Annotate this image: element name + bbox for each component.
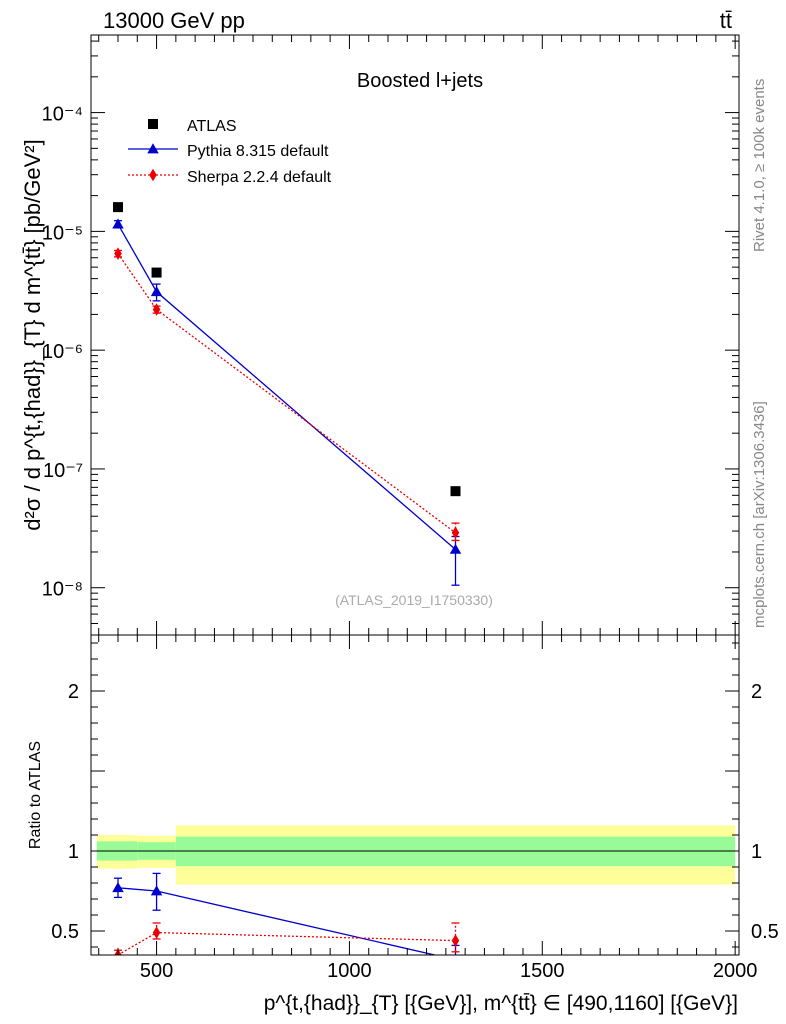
ratio-y-tick-label-left: 1: [68, 841, 79, 863]
legend-label-sherpa: Sherpa 2.2.4 default: [187, 169, 332, 186]
main-atlas-point: [113, 202, 123, 213]
x-tick-label: 1000: [327, 960, 372, 982]
main-sherpa-point: [451, 526, 460, 540]
ratio-y-axis-label: Ratio to ATLAS: [27, 741, 44, 849]
x-axis-label: p^{t,{had}}_{T} [{GeV}], m^{tt̄} ∈ [490,…: [264, 992, 738, 1015]
legend-atlas-marker: [148, 119, 158, 129]
ratio-sherpa-line: [117, 931, 456, 955]
main-y-tick-label: 10⁻⁵: [42, 222, 83, 244]
mcplots-label: mcplots.cern.ch [arXiv:1306.3436]: [751, 401, 768, 628]
ratio-y-tick-label-right: 1: [751, 841, 762, 863]
main-y-tick-label: 10⁻⁸: [42, 579, 83, 601]
x-tick-label: 1500: [520, 960, 565, 982]
legend-sherpa-marker: [149, 168, 157, 182]
ratio-pythia-point: [454, 954, 457, 955]
x-tick-label: 2000: [713, 960, 758, 982]
header-process-label: tt̄: [720, 8, 732, 33]
main-sherpa-point: [114, 247, 122, 260]
header-energy-label: 13000 GeV pp: [103, 8, 245, 33]
legend-label-pythia: Pythia 8.315 default: [187, 143, 329, 160]
chart-title: Boosted l+jets: [357, 70, 483, 92]
ratio-pythia-point: [150, 885, 163, 896]
main-y-tick-label: 10⁻⁶: [42, 341, 83, 363]
ratio-y-tick-label-left: 0.5: [51, 921, 79, 943]
analysis-watermark: (ATLAS_2019_I1750330): [335, 592, 493, 608]
main-pythia-point: [150, 286, 163, 297]
ratio-panel: 500 1000 1500 2000 0.5 0.5 1 1 2 2 Ratio to ATLA…: [27, 634, 779, 1015]
ratio-sherpa-point: [451, 934, 460, 947]
ratio-pythia-point: [112, 882, 124, 893]
ratio-pythia-line: [117, 887, 438, 955]
ratio-y-tick-label-right: 2: [751, 681, 762, 703]
ratio-sherpa-point: [152, 926, 161, 939]
main-atlas-point: [151, 267, 162, 278]
legend-label-atlas: ATLAS: [187, 118, 237, 135]
rivet-version-label: Rivet 4.1.0, ≥ 100k events: [751, 79, 768, 252]
ratio-panel-frame: [90, 634, 740, 956]
ratio-y-tick-label-left: 2: [68, 681, 79, 703]
main-sherpa-point: [152, 303, 161, 316]
ratio-y-tick-label-right: 0.5: [751, 921, 779, 943]
main-y-tick-label: 10⁻⁴: [42, 104, 83, 126]
main-y-axis-label: d²σ / d p^{t,{had}}_{T} d m^{tt̄} [pb/Ge…: [20, 139, 45, 530]
main-pythia-line: [117, 223, 456, 550]
main-sherpa-line: [117, 253, 456, 534]
main-pythia-point: [449, 543, 462, 554]
legend: ATLAS Pythia 8.315 default Sherpa 2.2.4 …: [128, 118, 332, 186]
x-tick-label: 500: [140, 960, 173, 982]
main-pythia-point: [112, 218, 124, 229]
legend-pythia-marker: [147, 143, 159, 154]
main-y-tick-label: 10⁻⁷: [43, 460, 83, 482]
main-atlas-point: [450, 486, 461, 497]
main-panel: 10⁻⁸ 10⁻⁷ 10⁻⁶ 10⁻⁵ 10⁻⁴ Boosted l+jets (ATL…: [20, 34, 740, 636]
